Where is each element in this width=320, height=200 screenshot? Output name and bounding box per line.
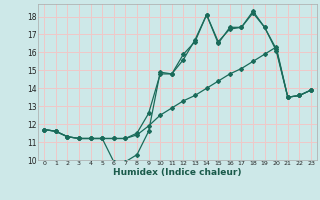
X-axis label: Humidex (Indice chaleur): Humidex (Indice chaleur) xyxy=(113,168,242,177)
